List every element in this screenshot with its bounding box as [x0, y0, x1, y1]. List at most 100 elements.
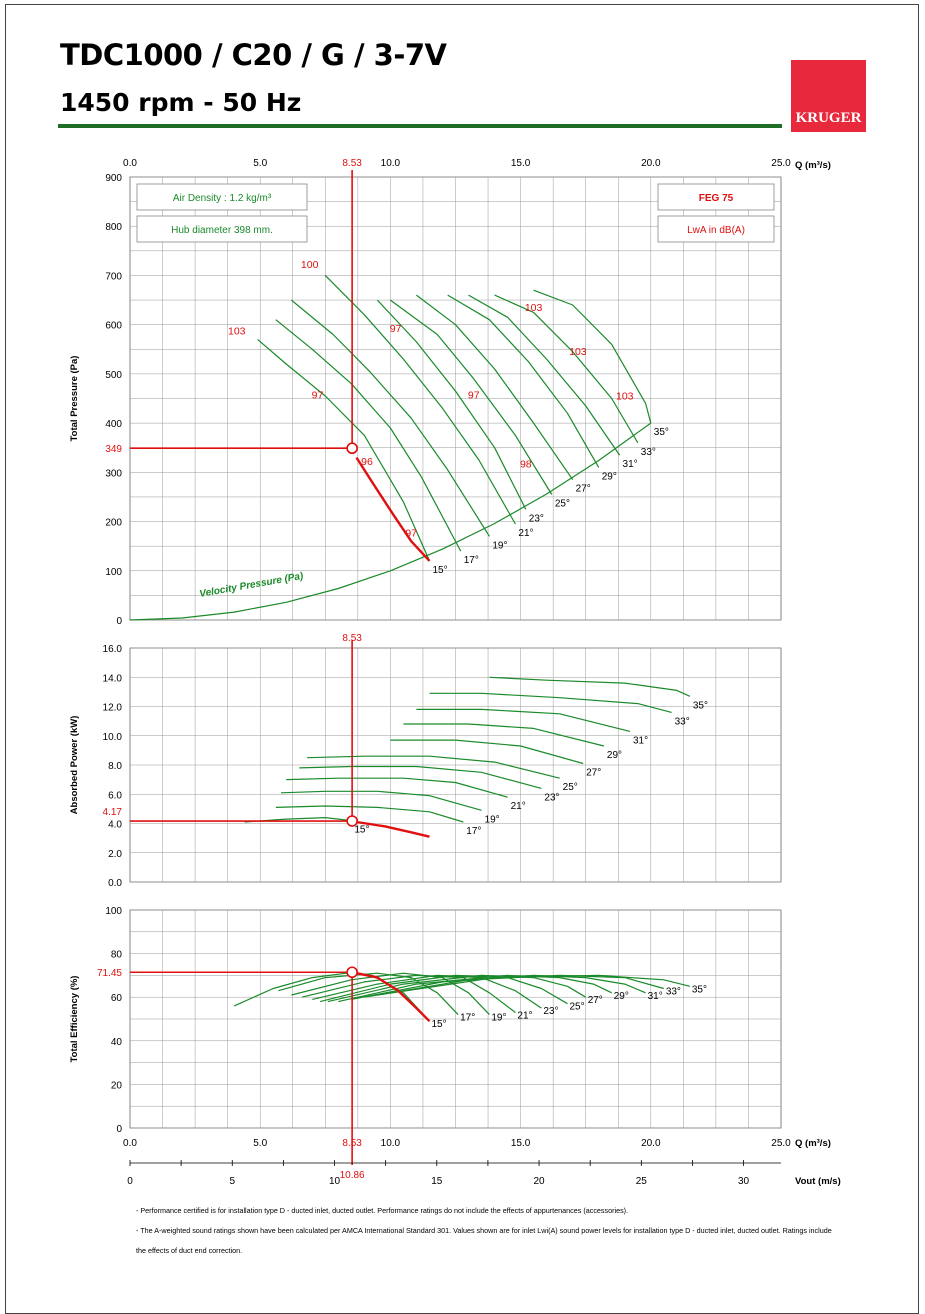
series-label: 17° — [466, 826, 481, 837]
note-2: - The A-weighted sound ratings shown hav… — [136, 1226, 832, 1255]
sound-label: 103 — [569, 346, 587, 358]
y-tick-label: 12.0 — [103, 703, 123, 714]
vout-tick-label: 15 — [431, 1176, 443, 1187]
operating-point-marker — [346, 966, 358, 979]
series-label: 25° — [555, 498, 570, 509]
series-label: 29° — [607, 750, 622, 761]
series-label: 29° — [614, 991, 629, 1002]
y-tick-label: 500 — [105, 370, 122, 381]
vout-tick-label: 30 — [738, 1176, 750, 1187]
y-tick-label: 100 — [105, 567, 122, 578]
y-tick-label: 900 — [105, 173, 122, 184]
series-label: 25° — [563, 782, 578, 793]
vout-tick-label: 20 — [533, 1176, 545, 1187]
x-axis-label-bottom: Q (m³/s) — [795, 1138, 831, 1149]
series-label: 27° — [576, 484, 591, 495]
x-axis-label-top: Q (m³/s) — [795, 160, 831, 171]
series-curve — [376, 299, 527, 510]
series-label: 19° — [491, 1013, 506, 1024]
series-curve — [307, 755, 560, 779]
y-tick-label: 60 — [111, 993, 123, 1004]
operating-curve — [351, 971, 431, 1023]
sound-label: 103 — [525, 302, 543, 314]
series-label: 33° — [675, 716, 690, 727]
y-tick-label: 10.0 — [103, 732, 123, 743]
logo-text: KRUGER — [795, 110, 862, 126]
x-tick-label-top: 25.0 — [771, 158, 791, 169]
series-label: 35° — [654, 427, 669, 438]
y-tick-label: 0.0 — [108, 878, 122, 889]
x-tick-label-bottom: 5.0 — [253, 1138, 267, 1149]
title-rule — [58, 124, 782, 128]
series-curve — [390, 299, 553, 495]
vout-tick-label: 25 — [636, 1176, 648, 1187]
lwa-label: LwA in dB(A) — [687, 225, 745, 236]
series-curve — [275, 319, 462, 552]
series-curve — [257, 338, 431, 562]
series-curve — [299, 765, 542, 789]
op-q-label-bottom: 8.53 — [342, 1138, 362, 1149]
x-tick-label-bottom: 0.0 — [123, 1138, 137, 1149]
y-tick-label: 4.0 — [108, 820, 122, 831]
vout-tick-label: 0 — [127, 1176, 133, 1187]
notes: - Performance certified is for installat… — [136, 1201, 836, 1261]
series-label: 35° — [693, 700, 708, 711]
operating-point-marker — [346, 442, 358, 455]
series-label: 15° — [432, 565, 447, 576]
y-tick-label: 200 — [105, 518, 122, 529]
y-tick-label: 40 — [111, 1037, 123, 1048]
series-curve — [233, 972, 430, 1022]
vout-axis-label: Vout (m/s) — [795, 1176, 841, 1187]
series-curve — [377, 974, 691, 996]
op-pressure-label: 349 — [105, 444, 122, 455]
series-label: 27° — [588, 995, 603, 1006]
series-curve — [447, 294, 600, 468]
y-tick-label: 8.0 — [108, 761, 122, 772]
air-density-label-box — [136, 183, 308, 211]
y-tick-label: 800 — [105, 222, 122, 233]
feg-label: FEG 75 — [699, 193, 734, 204]
op-power-label: 4.17 — [103, 807, 123, 818]
y-axis-label: Absorbed Power (kW) — [69, 716, 80, 815]
series-curve — [403, 723, 605, 747]
series-curve — [489, 676, 691, 697]
series-curve — [416, 294, 574, 481]
series-curve — [390, 739, 584, 765]
x-tick-label-top: 20.0 — [641, 158, 661, 169]
series-curve — [533, 289, 652, 424]
x-tick-label-top: 10.0 — [381, 158, 401, 169]
series-label: 17° — [460, 1013, 475, 1024]
sound-label: 97 — [405, 527, 417, 539]
series-label: 29° — [602, 471, 617, 482]
air-density-label: Air Density : 1.2 kg/m³ — [173, 193, 272, 204]
series-curve — [275, 805, 464, 823]
y-tick-label: 80 — [111, 950, 123, 961]
y-tick-label: 20 — [111, 1080, 123, 1091]
x-tick-label-bottom: 20.0 — [641, 1138, 661, 1149]
hub-diameter-label-box — [136, 215, 308, 243]
y-tick-label: 600 — [105, 321, 122, 332]
y-tick-label: 400 — [105, 419, 122, 430]
series-curve — [301, 974, 516, 1013]
chart-title: TDC1000 / C20 / G / 3-7V — [60, 38, 447, 72]
x-tick-label-bottom: 25.0 — [771, 1138, 791, 1149]
series-label: 33° — [641, 447, 656, 458]
sound-label: 96 — [361, 456, 373, 468]
series-label: 25° — [569, 1002, 584, 1013]
chart-subtitle: 1450 rpm - 50 Hz — [60, 88, 302, 117]
y-tick-label: 6.0 — [108, 790, 122, 801]
op-efficiency-label: 71.45 — [97, 968, 122, 979]
series-label: 15° — [354, 825, 369, 836]
sound-label: 97 — [468, 390, 480, 402]
series-curve — [494, 294, 639, 444]
series-curve — [324, 274, 516, 525]
y-tick-label: 2.0 — [108, 849, 122, 860]
series-curve — [291, 299, 490, 537]
sound-label: 103 — [228, 326, 246, 338]
vout-tick-label: 5 — [229, 1176, 235, 1187]
series-curve — [416, 708, 631, 732]
y-tick-label: 100 — [105, 906, 122, 917]
sound-label: 98 — [520, 458, 532, 470]
series-label: 21° — [517, 1010, 532, 1021]
